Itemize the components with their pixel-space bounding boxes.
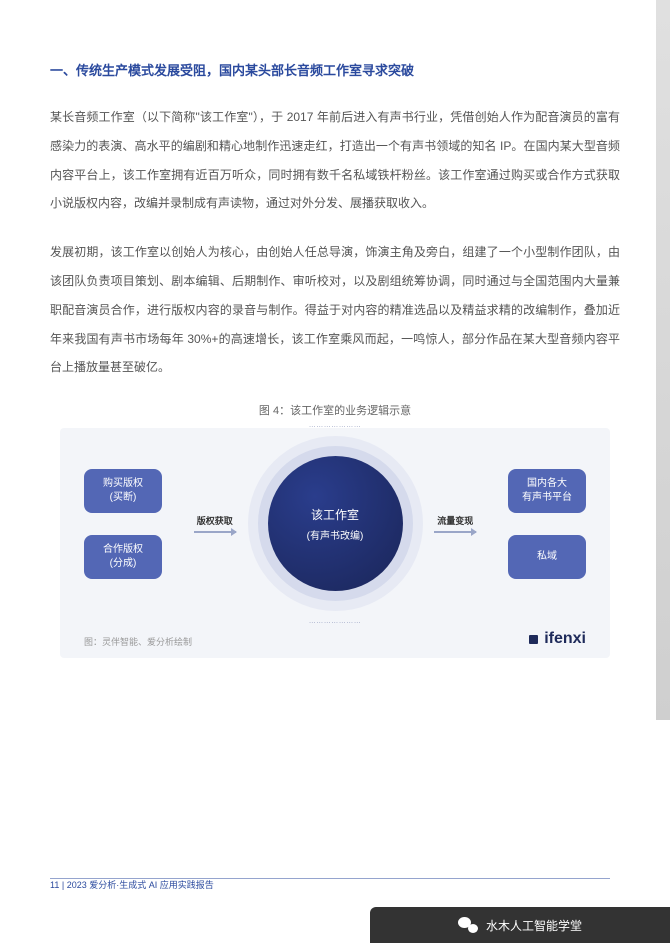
connector-right: 流量变现 bbox=[434, 498, 476, 550]
brand-ifenxi: ifenxi bbox=[529, 630, 586, 648]
connector-left: 版权获取 bbox=[194, 498, 236, 550]
section-title: 一、传统生产模式发展受阻，国内某头部长音频工作室寻求突破 bbox=[50, 60, 620, 79]
node-buy-rights: 购买版权 (买断) bbox=[84, 469, 162, 513]
node-private: 私域 bbox=[508, 535, 586, 579]
wechat-account-name: 水木人工智能学堂 bbox=[486, 917, 582, 934]
brand-dot-icon bbox=[529, 635, 538, 644]
node-label: 购买版权 bbox=[103, 477, 143, 491]
node-coop-rights: 合作版权 (分成) bbox=[84, 535, 162, 579]
footer-divider: | bbox=[59, 880, 66, 890]
center-label: 该工作室 bbox=[311, 506, 359, 523]
node-label: 私域 bbox=[537, 550, 557, 564]
node-label: 国内各大 bbox=[527, 477, 567, 491]
report-name: 2023 爱分析·生成式 AI 应用实践报告 bbox=[67, 880, 214, 890]
node-sublabel: 有声书平台 bbox=[522, 491, 572, 505]
right-column: 国内各大 有声书平台 私域 bbox=[508, 469, 586, 579]
figure-caption: 图 4：该工作室的业务逻辑示意 bbox=[50, 402, 620, 418]
left-column: 购买版权 (买断) 合作版权 (分成) bbox=[84, 469, 162, 579]
ellipsis-bottom: ………………… bbox=[268, 618, 403, 625]
center-sublabel: (有声书改编) bbox=[307, 527, 364, 542]
center-node-studio: ………………… 该工作室 (有声书改编) ………………… bbox=[268, 456, 403, 591]
paragraph-2: 发展初期，该工作室以创始人为核心，由创始人任总导演，饰演主角及旁白，组建了一个小… bbox=[50, 238, 620, 382]
diagram-container: 购买版权 (买断) 合作版权 (分成) 版权获取 ………………… 该工作室 (有… bbox=[60, 428, 610, 658]
node-sublabel: (买断) bbox=[110, 491, 137, 505]
connector-label: 流量变现 bbox=[437, 514, 473, 527]
page-number: 11 bbox=[50, 880, 59, 890]
wechat-icon bbox=[458, 917, 478, 933]
flowchart: 购买版权 (买断) 合作版权 (分成) 版权获取 ………………… 该工作室 (有… bbox=[84, 456, 586, 591]
brand-text: ifenxi bbox=[544, 630, 586, 648]
page-footer: 11 | 2023 爱分析·生成式 AI 应用实践报告 bbox=[50, 878, 214, 891]
wechat-bar[interactable]: 水木人工智能学堂 bbox=[370, 907, 670, 943]
node-label: 合作版权 bbox=[103, 543, 143, 557]
arrow-line bbox=[434, 531, 476, 533]
connector-label: 版权获取 bbox=[197, 514, 233, 527]
arrow-line bbox=[194, 531, 236, 533]
node-sublabel: (分成) bbox=[110, 557, 137, 571]
page: 一、传统生产模式发展受阻，国内某头部长音频工作室寻求突破 某长音频工作室（以下简… bbox=[0, 0, 670, 678]
ellipsis-top: ………………… bbox=[268, 422, 403, 429]
source-note: 图：灵伴智能、爱分析绘制 bbox=[84, 635, 586, 648]
node-platforms: 国内各大 有声书平台 bbox=[508, 469, 586, 513]
paragraph-1: 某长音频工作室（以下简称"该工作室"），于 2017 年前后进入有声书行业，凭借… bbox=[50, 103, 620, 218]
